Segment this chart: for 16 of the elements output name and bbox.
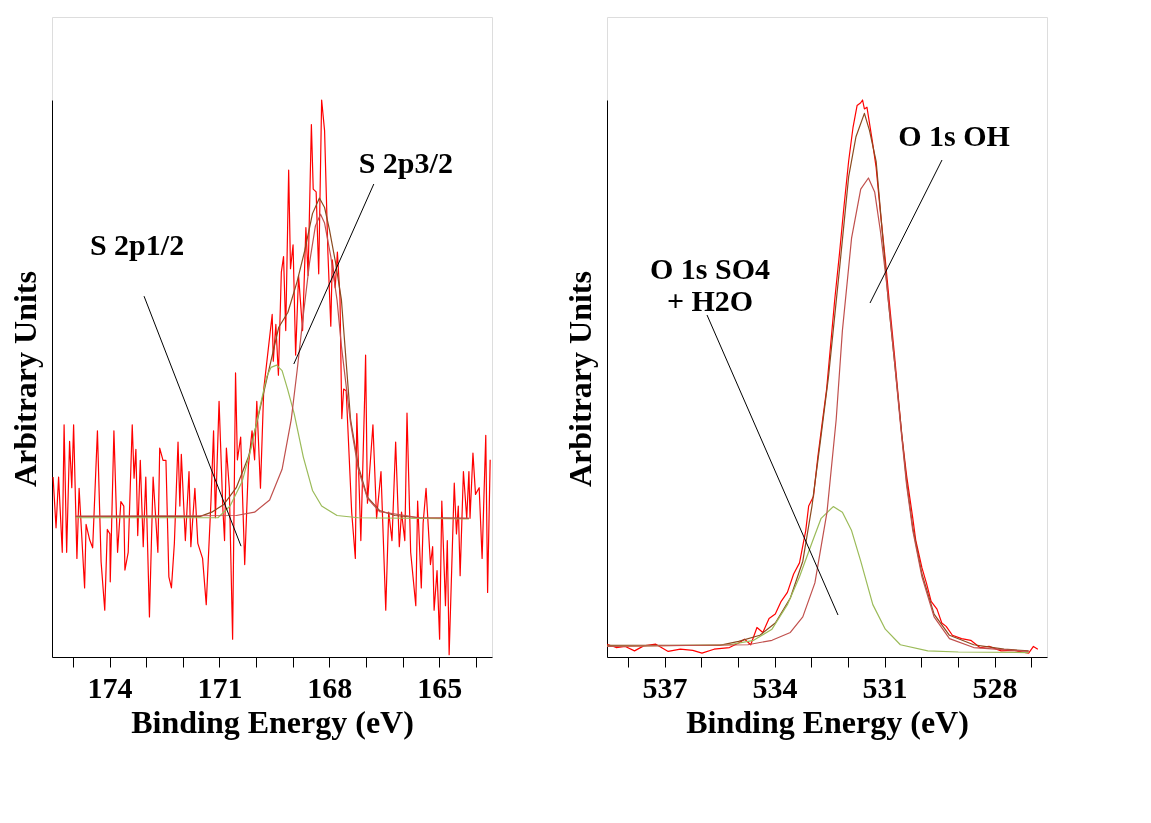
annotation: O 1s OH <box>898 119 1010 152</box>
y-axis-title: Arbitrary Units <box>561 271 598 487</box>
annotation: S 2p3/2 <box>358 146 453 180</box>
x-tick-label: 537 <box>642 670 688 704</box>
x-tick-label: 165 <box>417 670 463 704</box>
x-axis-title: Binding Energy (eV) <box>131 703 414 740</box>
x-tick-label: 531 <box>862 670 908 704</box>
annotation: O 1s SO4 + H2O <box>649 252 771 317</box>
x-tick-label: 174 <box>87 670 133 704</box>
y-axis-title: Arbitrary Units <box>6 271 43 487</box>
x-tick-label: 534 <box>752 670 798 704</box>
x-tick-label: 171 <box>197 670 243 704</box>
x-tick-label: 528 <box>972 670 1018 704</box>
x-tick-label: 168 <box>307 670 353 704</box>
x-axis-title: Binding Energy (eV) <box>686 703 969 740</box>
annotation: S 2p1/2 <box>89 228 185 262</box>
